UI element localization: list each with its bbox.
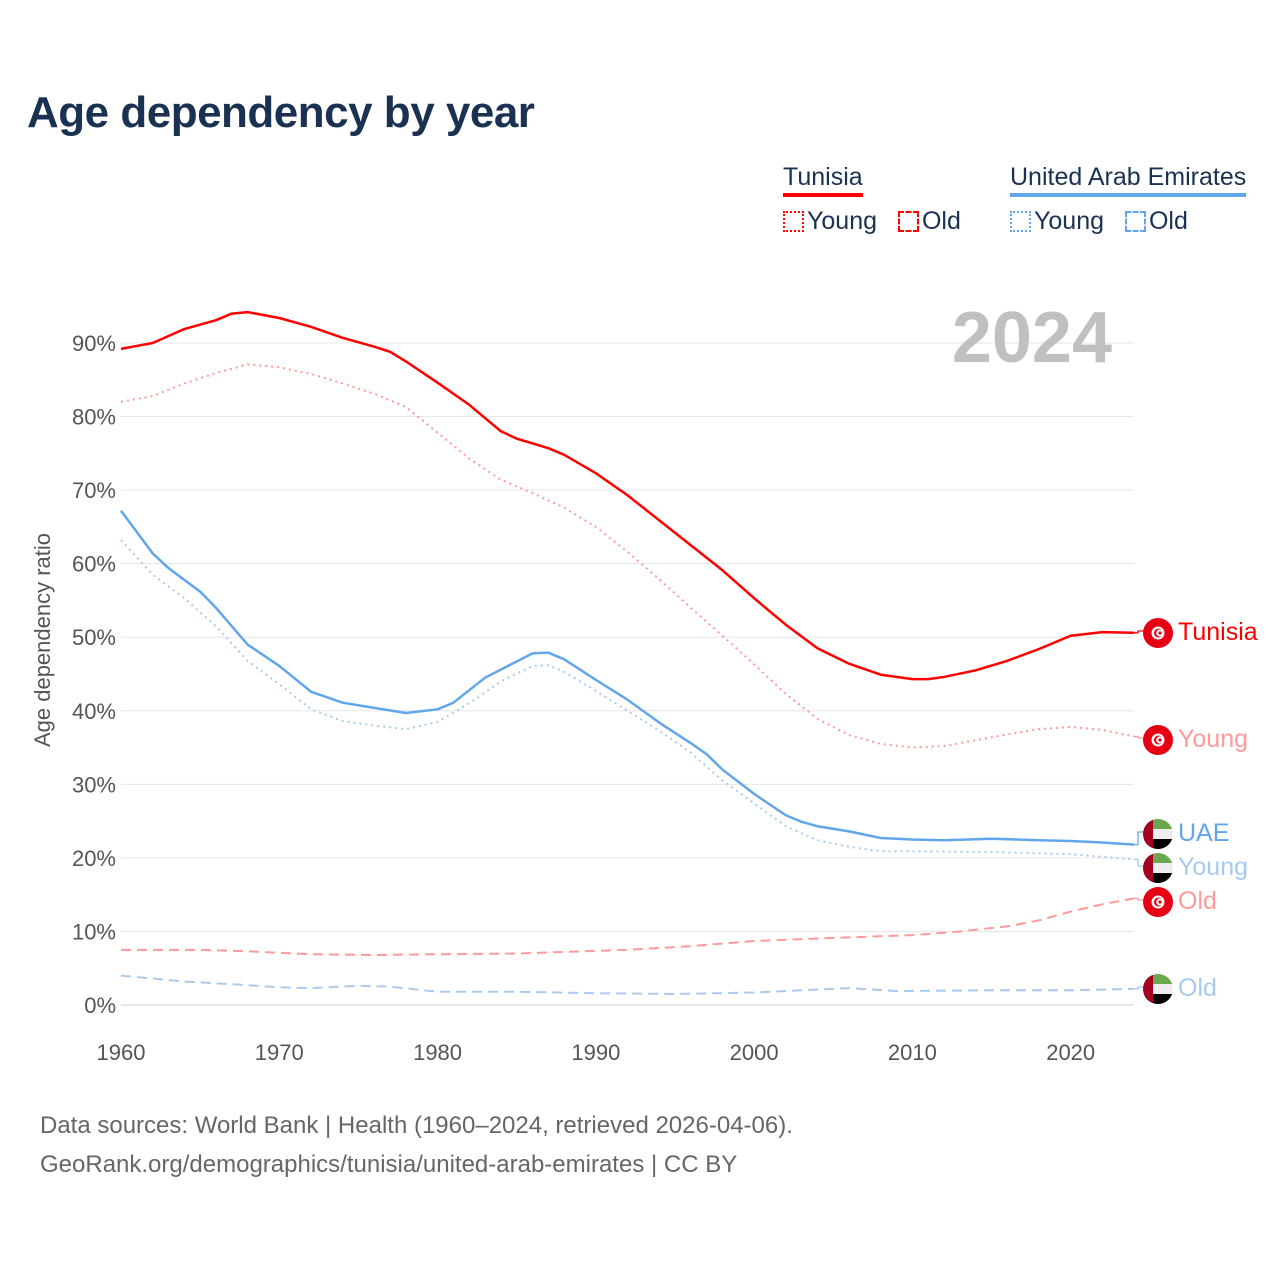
data-source-note: Data sources: World Bank | Health (1960–… bbox=[40, 1112, 793, 1139]
x-tick-label: 2020 bbox=[1046, 1040, 1095, 1065]
uae-flag-icon bbox=[1143, 819, 1173, 849]
dotted-swatch-icon bbox=[783, 211, 804, 232]
x-tick-label: 2000 bbox=[730, 1040, 779, 1065]
legend-item-uae-young[interactable]: Young bbox=[1010, 207, 1104, 235]
y-tick-label: 80% bbox=[72, 405, 116, 430]
uae-flag-icon bbox=[1143, 853, 1173, 883]
label-connector bbox=[1134, 897, 1146, 901]
line-chart: 0% 10% 20% 30% 40% 50% 60% 70% 80% 90% 1960 1970 198… bbox=[30, 298, 1258, 1065]
series-end-label: UAE bbox=[1178, 819, 1229, 847]
y-tick-label: 90% bbox=[72, 331, 116, 356]
y-tick-label: 10% bbox=[72, 919, 116, 944]
series-end-label: Tunisia bbox=[1178, 618, 1258, 646]
x-tick-label: 1960 bbox=[97, 1040, 146, 1065]
label-connector bbox=[1134, 630, 1146, 634]
chart-title: Age dependency by year bbox=[27, 88, 535, 137]
series-end-label: Young bbox=[1178, 853, 1248, 881]
x-tick-label: 2010 bbox=[888, 1040, 937, 1065]
legend-item-tunisia-old[interactable]: Old bbox=[897, 207, 961, 235]
x-tick-label: 1990 bbox=[571, 1040, 620, 1065]
legend-country-uae[interactable]: United Arab Emirates bbox=[1010, 163, 1247, 197]
legend-item-uae-old[interactable]: Old bbox=[1124, 207, 1188, 235]
series-line-tunisia-old bbox=[121, 897, 1135, 956]
series-line-uae bbox=[119, 509, 1135, 846]
label-connector bbox=[1134, 831, 1146, 846]
x-tick-label: 1970 bbox=[255, 1040, 304, 1065]
series-line-uae-young bbox=[120, 539, 1135, 861]
series-line-tunisia bbox=[120, 310, 1135, 681]
legend-item-tunisia-young[interactable]: Young bbox=[783, 207, 877, 235]
x-tick-label: 1980 bbox=[413, 1040, 462, 1065]
label-connector bbox=[1134, 735, 1146, 739]
tunisia-flag-icon bbox=[1143, 618, 1173, 648]
tunisia-flag-icon bbox=[1143, 725, 1173, 755]
dashed-swatch-icon bbox=[897, 211, 919, 232]
footer: Data sources: World Bank | Health (1960–… bbox=[40, 1106, 793, 1184]
series-line-tunisia-young bbox=[120, 363, 1135, 749]
y-tick-label: 70% bbox=[72, 478, 116, 503]
y-tick-label: 60% bbox=[72, 552, 116, 577]
label-connector bbox=[1134, 858, 1146, 867]
y-tick-label: 20% bbox=[72, 846, 116, 871]
dashed-swatch-icon bbox=[1124, 211, 1146, 232]
series-end-label: Young bbox=[1178, 725, 1248, 753]
source-link[interactable]: GeoRank.org/demographics/tunisia/united-… bbox=[40, 1151, 738, 1178]
y-tick-label: 50% bbox=[72, 625, 116, 650]
y-tick-label: 30% bbox=[72, 772, 116, 797]
y-tick-label: 40% bbox=[72, 699, 116, 724]
tunisia-flag-icon bbox=[1143, 887, 1173, 917]
series-line-uae-old bbox=[120, 974, 1135, 995]
dotted-swatch-icon bbox=[1010, 211, 1031, 232]
label-connector bbox=[1134, 986, 1146, 990]
series-end-label: Old bbox=[1178, 887, 1217, 915]
legend-group-uae: United Arab Emirates Young Old bbox=[1010, 163, 1247, 236]
legend-group-tunisia: Tunisia Young Old bbox=[783, 163, 961, 236]
y-tick-label: 0% bbox=[84, 993, 116, 1018]
y-axis-label: Age dependency ratio bbox=[30, 533, 55, 747]
year-watermark: 2024 bbox=[952, 298, 1112, 378]
uae-flag-icon bbox=[1143, 974, 1173, 1004]
legend-country-tunisia[interactable]: Tunisia bbox=[783, 163, 863, 197]
series-end-label: Old bbox=[1178, 974, 1217, 1002]
